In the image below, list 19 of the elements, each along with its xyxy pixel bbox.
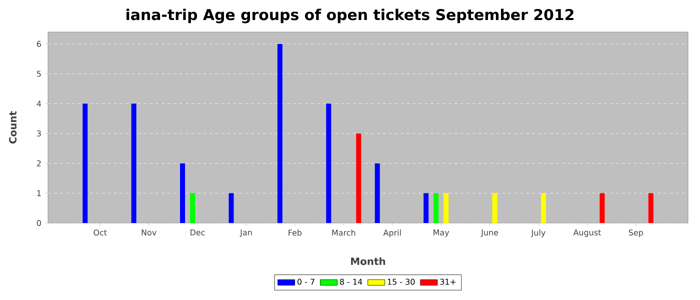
bar [277,44,282,223]
bar [180,163,186,223]
bar [190,193,196,223]
bar [434,193,439,223]
bar [540,193,546,223]
bar [228,193,234,223]
x-axis-title: Month [351,257,386,266]
chart-title: iana-trip Age groups of open tickets September 2012 [126,8,574,24]
bar [600,193,605,223]
bar [444,193,449,223]
bar [326,104,332,223]
bar [131,104,136,223]
bar [424,193,429,223]
bar [356,133,362,223]
y-axis-title: Count [9,111,17,144]
bar [82,104,88,223]
bar [374,163,380,223]
bar [492,193,498,223]
bar [648,193,654,223]
